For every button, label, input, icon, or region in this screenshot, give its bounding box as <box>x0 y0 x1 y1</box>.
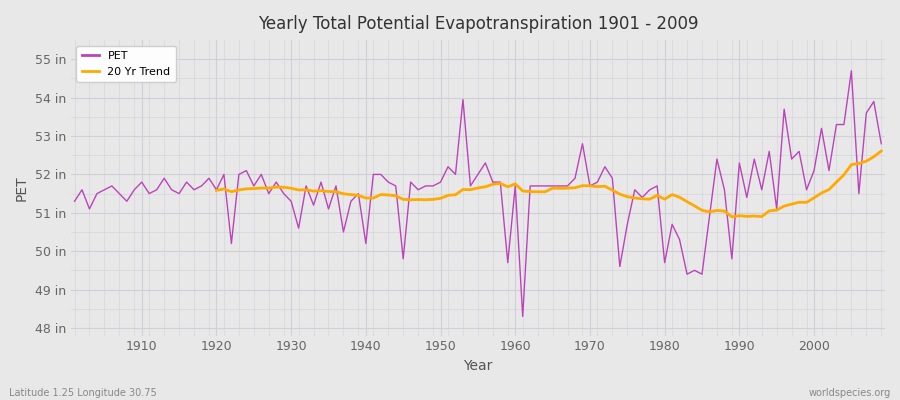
Text: Latitude 1.25 Longitude 30.75: Latitude 1.25 Longitude 30.75 <box>9 388 157 398</box>
Title: Yearly Total Potential Evapotranspiration 1901 - 2009: Yearly Total Potential Evapotranspiratio… <box>257 15 698 33</box>
Text: worldspecies.org: worldspecies.org <box>809 388 891 398</box>
Y-axis label: PET: PET <box>15 175 29 201</box>
Legend: PET, 20 Yr Trend: PET, 20 Yr Trend <box>76 46 176 82</box>
X-axis label: Year: Year <box>464 359 492 373</box>
